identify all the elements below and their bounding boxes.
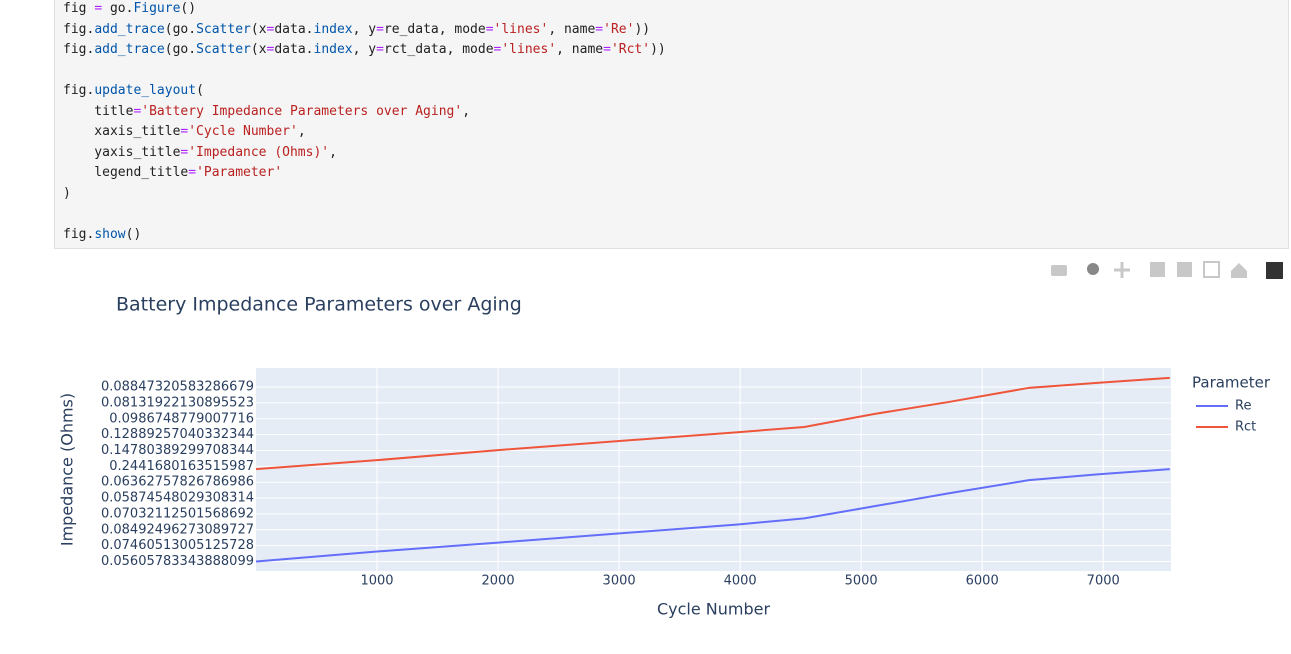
modebar: [1051, 261, 1283, 279]
x-axis-title: Cycle Number: [657, 600, 771, 619]
x-tick-label: 7000: [1087, 574, 1120, 589]
x-tick-label: 4000: [724, 574, 757, 589]
legend-label: Rct: [1235, 420, 1256, 435]
y-tick-label: 0.06362757826786986: [101, 475, 254, 490]
y-tick-label: 0.0986748779007716: [109, 411, 254, 426]
code-line: fig.show(): [63, 226, 142, 242]
y-axis-title: Impedance (Ohms): [58, 393, 77, 546]
autoscale-icon[interactable]: [1203, 261, 1220, 278]
line-series: [255, 468, 1170, 563]
code-line: fig.update_layout(: [63, 83, 204, 98]
plotly-logo[interactable]: [1266, 262, 1283, 279]
code-line: yaxis_title='Impedance (Ohms)',: [63, 144, 337, 160]
x-tick-label: 2000: [482, 574, 515, 589]
x-tick-label: 5000: [845, 574, 878, 589]
code-line: xaxis_title='Cycle Number',: [63, 124, 306, 139]
code-line: fig.add_trace(go.Scatter(x=data.index, y…: [63, 42, 666, 57]
line-series: [255, 376, 1170, 471]
legend-title: Parameter: [1192, 374, 1271, 392]
y-tick-label: 0.05605783343888099: [101, 554, 254, 569]
code-line: fig = go.Figure(): [63, 1, 197, 16]
y-tick-label: 0.12889257040332344: [101, 427, 254, 442]
y-tick-label: 0.07032112501568692: [101, 506, 254, 521]
chart: Battery Impedance Parameters over Aging 0…: [58, 261, 1283, 619]
code-line: fig.add_trace(go.Scatter(x=data.index, y…: [63, 21, 651, 37]
x-tick-label: 3000: [603, 574, 636, 589]
code-line: legend_title='Parameter': [63, 165, 283, 180]
y-tick-label: 0.14780389299708344: [101, 443, 254, 458]
code-line: ): [63, 185, 71, 201]
y-tick-label: 0.05874548029308314: [101, 491, 254, 506]
zoom-out-icon[interactable]: [1177, 262, 1192, 277]
y-tick-label: 0.08492496273089727: [101, 522, 254, 537]
zoom-in-icon[interactable]: [1150, 262, 1165, 277]
camera-icon[interactable]: [1051, 265, 1067, 276]
code-line: title='Battery Impedance Parameters over…: [63, 103, 471, 119]
home-icon[interactable]: [1231, 263, 1247, 278]
plot-area: [256, 368, 1171, 571]
y-tick-label: 0.08847320583286679: [101, 380, 254, 395]
zoom-icon[interactable]: [1087, 263, 1099, 275]
x-tick-label: 6000: [966, 574, 999, 589]
x-tick-label: 1000: [360, 574, 393, 589]
code-cell[interactable]: fig = go.Figure() fig.add_trace(go.Scatte…: [54, 0, 1289, 249]
y-tick-label: 0.2441680163515987: [109, 459, 254, 474]
chart-title: Battery Impedance Parameters over Aging: [116, 294, 522, 316]
y-tick-label: 0.07460513005125728: [101, 538, 254, 553]
pan-icon[interactable]: [1114, 262, 1130, 278]
y-tick-label: 0.08131922130895523: [101, 395, 254, 410]
legend-label: Re: [1235, 399, 1251, 414]
